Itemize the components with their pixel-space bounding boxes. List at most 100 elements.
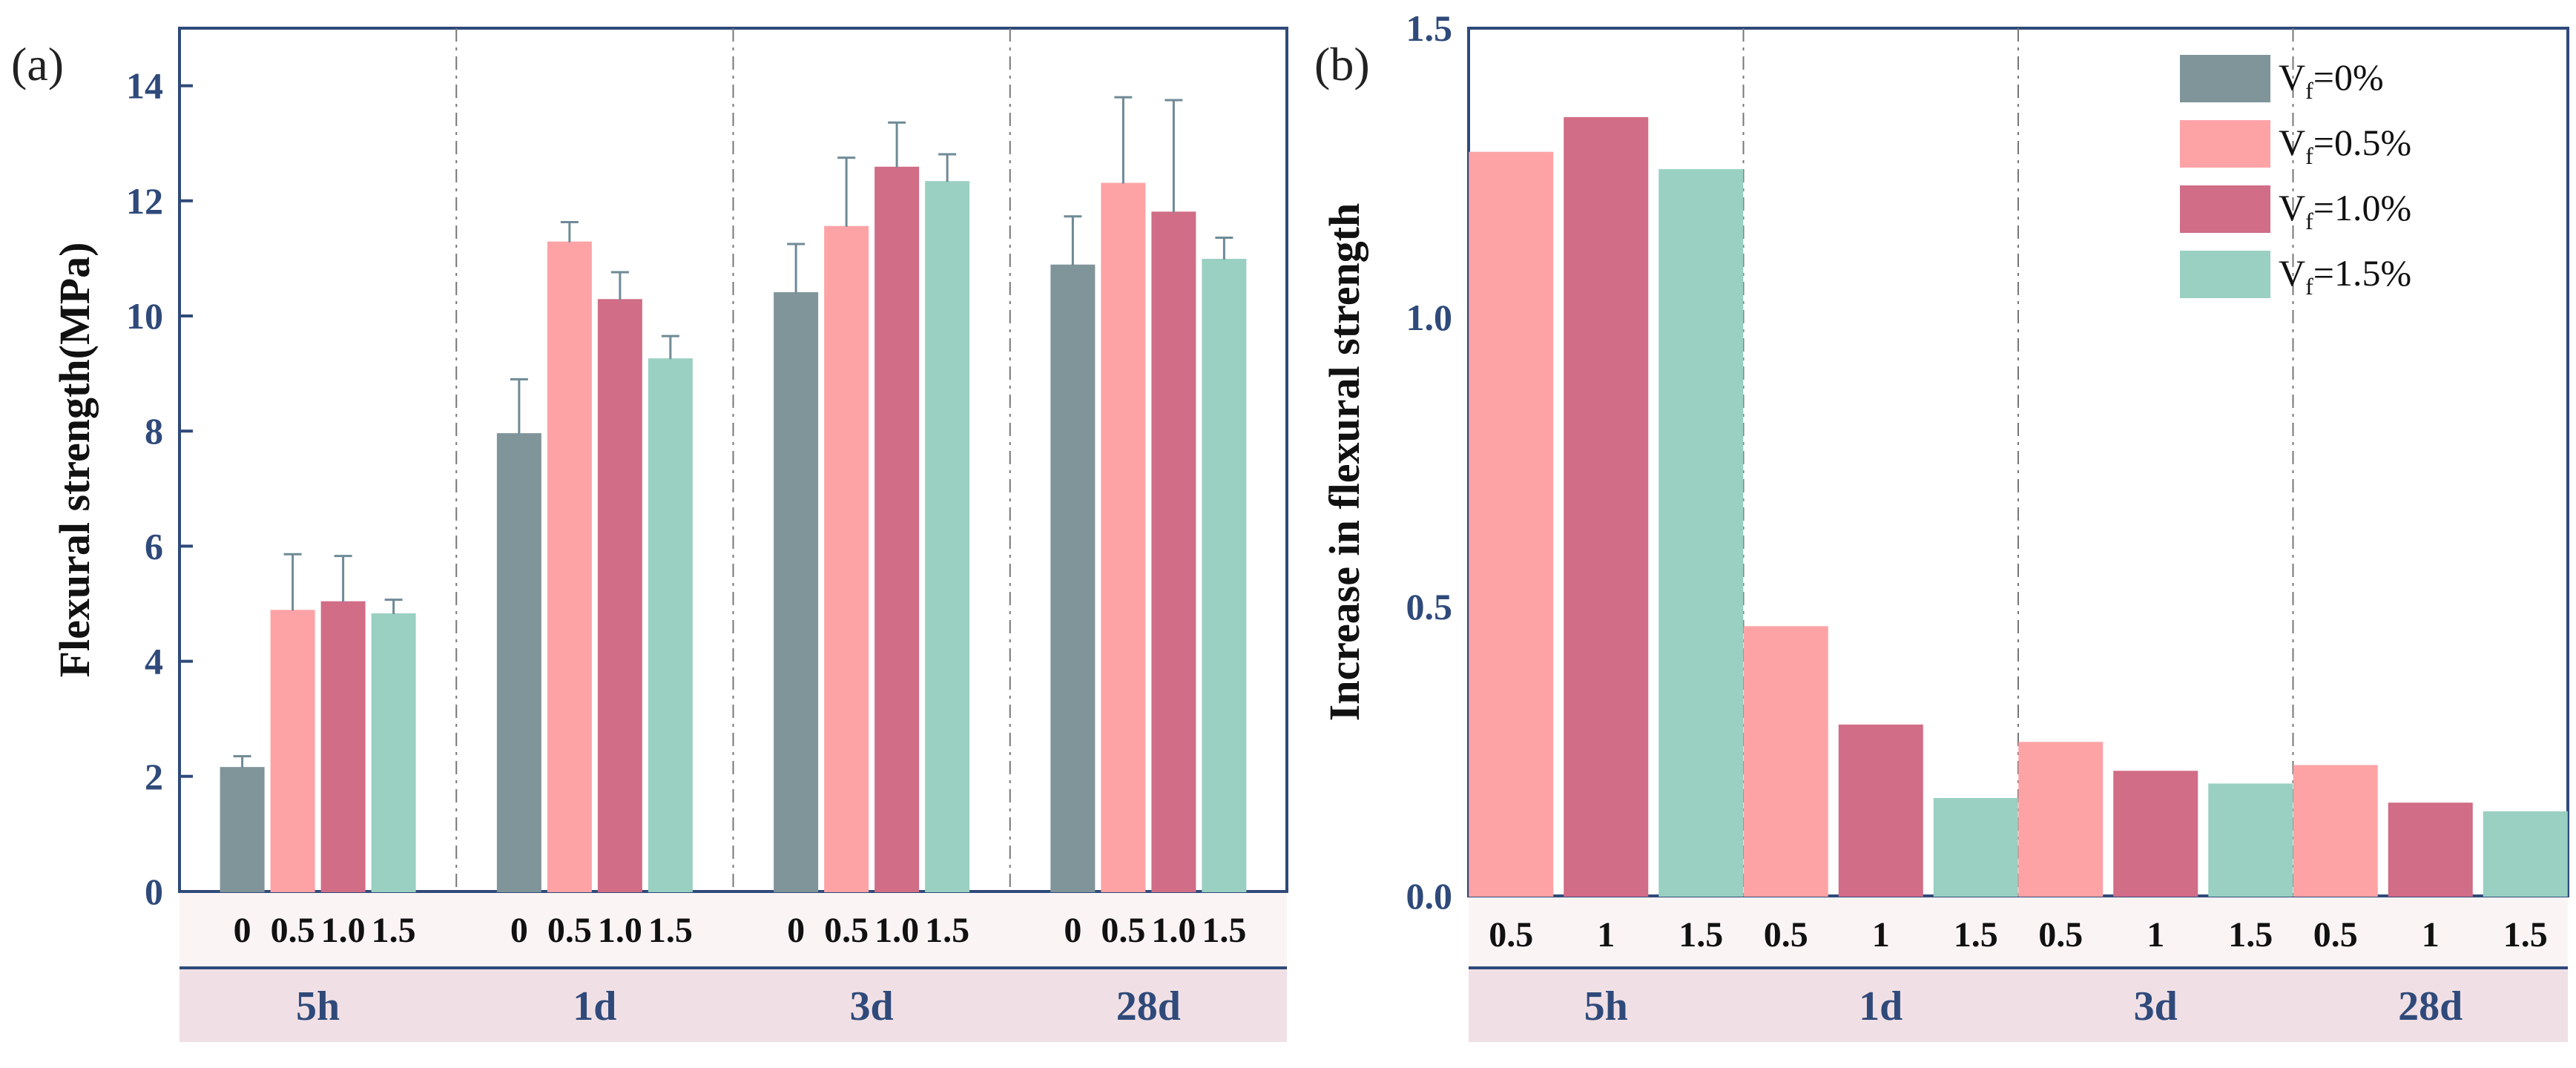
bar: [874, 166, 920, 893]
y-tick-label: 1.0: [1406, 297, 1453, 338]
category-strip-bg: [1469, 896, 2568, 968]
category-tick-label: 1.5: [1202, 911, 1246, 950]
category-tick-label: 1.5: [2503, 915, 2548, 955]
category-tick-label: 0.5: [1764, 915, 1808, 955]
y-tick-label: 6: [145, 525, 163, 567]
bar: [1202, 258, 1247, 892]
bar: [2113, 771, 2198, 897]
y-tick-label: 4: [145, 641, 163, 682]
bar: [2388, 802, 2473, 897]
legend-entry: Vf=0.5%: [2279, 122, 2411, 169]
bar: [1743, 626, 1828, 897]
bar: [496, 433, 541, 892]
category-tick-label: 1.5: [1679, 915, 1723, 955]
category-tick-label: 0: [234, 911, 251, 950]
bar: [547, 241, 592, 892]
panel-b-chart: (b) Increase in flexural strength 0.0 0.5 1.…: [1314, 7, 2569, 1042]
category-tick-label: 0.5: [271, 911, 315, 950]
category-tick-label: 1: [1872, 915, 1890, 955]
legend-swatch: [2180, 120, 2270, 168]
group-strip-bg: [179, 968, 1287, 1042]
y-axis-title: Flexural strength(MPa): [50, 243, 99, 678]
bar: [1838, 724, 1923, 897]
category-tick-label: 1.0: [1151, 911, 1196, 950]
y-tick-label: 0: [145, 871, 163, 912]
y-tick-label: 0.0: [1406, 875, 1453, 917]
category-tick-label: 1.5: [1954, 915, 1998, 955]
group-label: 28d: [2398, 983, 2463, 1029]
y-tick-label: 14: [126, 65, 163, 107]
category-tick-label: 0: [510, 911, 528, 950]
group-label: 5h: [296, 983, 340, 1029]
bar: [597, 299, 642, 893]
bar: [220, 767, 265, 893]
legend-entry-base: V: [2279, 56, 2305, 98]
y-tick-label: 2: [145, 756, 163, 797]
group-label: 5h: [1584, 983, 1628, 1029]
category-tick-label: 1.5: [2228, 915, 2273, 955]
legend-entry-value: =0%: [2313, 56, 2384, 98]
panel-label: (b): [1314, 38, 1370, 90]
y-tick-label: 8: [145, 410, 163, 452]
legend-entry-value: =1.5%: [2313, 252, 2411, 294]
bar: [1658, 169, 1744, 897]
category-tick-label: 0: [787, 911, 805, 950]
group-label: 3d: [850, 983, 894, 1029]
legend-entry-base: V: [2279, 122, 2305, 163]
category-tick-label: 1.5: [372, 911, 416, 950]
category-tick-label: 1.0: [598, 911, 642, 950]
category-tick-label: 0.5: [1101, 911, 1145, 950]
category-tick-label: 1.5: [925, 911, 969, 950]
bar: [270, 610, 315, 892]
group-label: 3d: [2134, 983, 2178, 1029]
y-tick-label: 10: [126, 295, 163, 337]
legend-entry-subscript: f: [2305, 208, 2313, 234]
y-tick-label: 12: [126, 180, 163, 222]
y-tick-label: 1.5: [1406, 7, 1453, 49]
legend-swatch: [2180, 251, 2270, 298]
category-tick-label: 0.5: [824, 911, 869, 950]
legend-entry: Vf=0%: [2279, 56, 2384, 104]
category-tick-label: 1.0: [321, 911, 366, 950]
bar: [2018, 742, 2104, 897]
category-tick-label: 1.0: [874, 911, 919, 950]
bar: [1151, 211, 1196, 892]
group-label: 1d: [1859, 983, 1903, 1029]
legend-entry-subscript: f: [2305, 77, 2313, 104]
bar: [1469, 151, 1554, 897]
legend-entry-subscript: f: [2305, 142, 2313, 169]
bar: [824, 225, 869, 893]
legend-entry-value: =0.5%: [2313, 122, 2411, 163]
legend-entry-value: =1.0%: [2313, 187, 2411, 228]
bar: [2293, 765, 2378, 897]
bar: [2208, 783, 2293, 897]
category-strip-bg: [179, 891, 1287, 968]
group-strip-bg: [1469, 968, 2568, 1042]
category-tick-label: 1: [1597, 915, 1615, 955]
category-tick-label: 1: [2422, 915, 2440, 955]
group-label: 28d: [1116, 983, 1181, 1029]
bar: [1564, 116, 1649, 897]
bar: [925, 181, 970, 892]
category-tick-label: 1: [2147, 915, 2164, 955]
category-tick-label: 0.5: [1489, 915, 1533, 955]
bar: [1101, 182, 1146, 892]
legend-entry-subscript: f: [2305, 273, 2313, 300]
bar: [320, 601, 366, 892]
legend-entry-base: V: [2279, 187, 2305, 228]
bar: [371, 613, 416, 893]
bar: [1050, 264, 1096, 893]
panel-label: (a): [11, 38, 64, 90]
y-axis-title: Increase in flexural strength: [1320, 203, 1368, 722]
legend-entry: Vf=1.0%: [2279, 187, 2411, 234]
category-tick-label: 0: [1064, 911, 1081, 950]
bar: [774, 291, 819, 892]
panel-a-chart: (a) Flexural strength(MPa) 0 2 4 6 8 10 12 14 0 0.5…: [11, 27, 1288, 1042]
legend-swatch: [2180, 55, 2270, 102]
legend-entry-base: V: [2279, 252, 2305, 294]
category-tick-label: 1.5: [648, 911, 693, 950]
bar: [648, 358, 693, 892]
legend-entry: Vf=1.5%: [2279, 252, 2411, 300]
bar: [1933, 797, 2018, 897]
